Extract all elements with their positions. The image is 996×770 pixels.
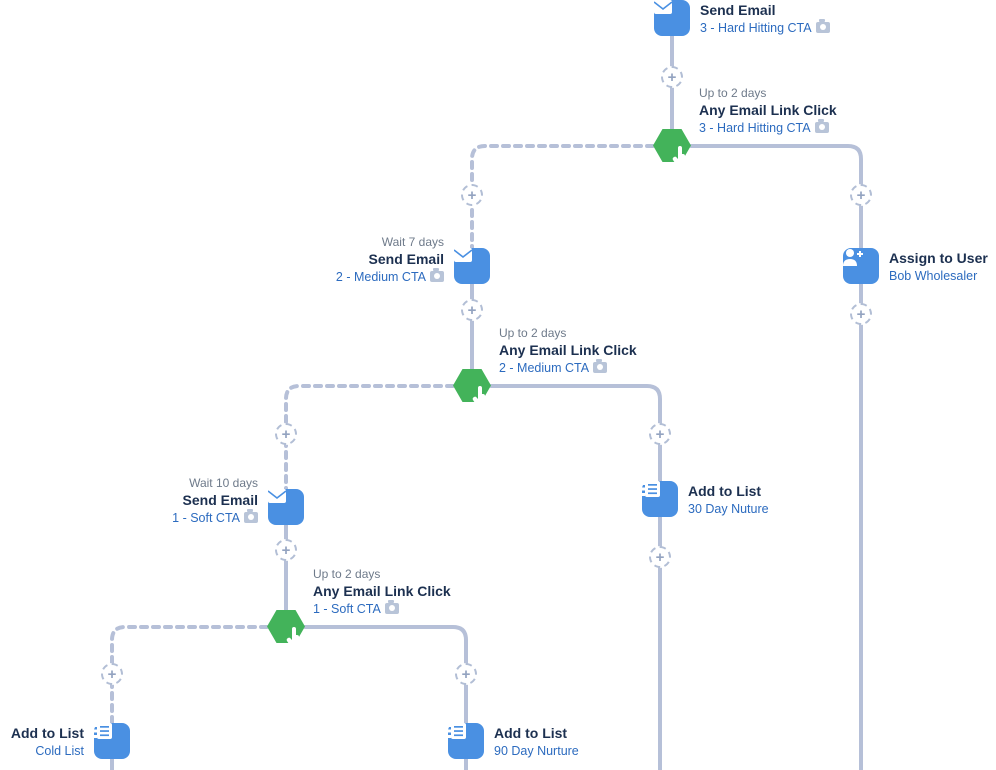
add-step-button[interactable]: + — [649, 546, 671, 568]
workflow-edges — [0, 0, 996, 770]
add-step-button[interactable]: + — [850, 184, 872, 206]
node-subtitle: Bob Wholesaler — [889, 268, 988, 285]
node-subtitle: 3 - Hard Hitting CTA — [699, 120, 837, 137]
add-step-button[interactable]: + — [649, 423, 671, 445]
trigger-label: Up to 2 daysAny Email Link Click2 - Medi… — [499, 325, 637, 377]
add-step-button[interactable]: + — [461, 184, 483, 206]
node-title: Send Email — [336, 250, 444, 269]
trigger-hex[interactable] — [653, 129, 691, 162]
email-node[interactable] — [654, 0, 690, 36]
edge — [691, 146, 861, 248]
add-step-button[interactable]: + — [661, 66, 683, 88]
edge — [112, 627, 267, 723]
add-step-button[interactable]: + — [275, 539, 297, 561]
node-title: Any Email Link Click — [499, 341, 637, 360]
wait-text: Up to 2 days — [313, 566, 451, 582]
user-node[interactable] — [843, 248, 879, 284]
wait-text: Up to 2 days — [699, 85, 837, 101]
node-subtitle: 2 - Medium CTA — [336, 269, 444, 286]
trigger-label: Up to 2 daysAny Email Link Click1 - Soft… — [313, 566, 451, 618]
node-label: Wait 7 daysSend Email2 - Medium CTA — [336, 234, 444, 286]
trigger-label: Up to 2 daysAny Email Link Click3 - Hard… — [699, 85, 837, 137]
wait-text: Wait 10 days — [172, 475, 258, 491]
camera-icon — [815, 122, 829, 133]
add-step-button[interactable]: + — [101, 663, 123, 685]
camera-icon — [816, 22, 830, 33]
node-title: Add to List — [494, 724, 579, 743]
node-subtitle: 3 - Hard Hitting CTA — [700, 20, 830, 37]
trigger-hex[interactable] — [453, 369, 491, 402]
node-label: Add to List90 Day Nurture — [494, 724, 579, 760]
edge — [472, 146, 653, 248]
add-step-button[interactable]: + — [275, 423, 297, 445]
node-title: Send Email — [172, 491, 258, 510]
node-label: Wait 10 daysSend Email1 - Soft CTA — [172, 475, 258, 527]
trigger-hex[interactable] — [267, 610, 305, 643]
node-label: Assign to UserBob Wholesaler — [889, 249, 988, 285]
node-subtitle: 2 - Medium CTA — [499, 360, 637, 377]
edge — [305, 627, 466, 723]
edge — [491, 386, 660, 481]
node-label: Send Email3 - Hard Hitting CTA — [700, 1, 830, 37]
list-node[interactable] — [94, 723, 130, 759]
node-title: Any Email Link Click — [699, 101, 837, 120]
node-title: Add to List — [11, 724, 84, 743]
node-title: Assign to User — [889, 249, 988, 268]
add-step-button[interactable]: + — [455, 663, 477, 685]
camera-icon — [385, 603, 399, 614]
wait-text: Up to 2 days — [499, 325, 637, 341]
edge — [286, 386, 453, 489]
add-step-button[interactable]: + — [461, 299, 483, 321]
node-subtitle: 1 - Soft CTA — [313, 601, 451, 618]
add-step-button[interactable]: + — [850, 303, 872, 325]
wait-text: Wait 7 days — [336, 234, 444, 250]
camera-icon — [244, 512, 258, 523]
node-subtitle: 1 - Soft CTA — [172, 510, 258, 527]
node-subtitle: 90 Day Nurture — [494, 743, 579, 760]
email-node[interactable] — [454, 248, 490, 284]
list-node[interactable] — [448, 723, 484, 759]
camera-icon — [593, 362, 607, 373]
node-title: Any Email Link Click — [313, 582, 451, 601]
node-subtitle: 30 Day Nuture — [688, 501, 769, 518]
email-node[interactable] — [268, 489, 304, 525]
node-title: Send Email — [700, 1, 830, 20]
node-label: Add to ListCold List — [11, 724, 84, 760]
list-node[interactable] — [642, 481, 678, 517]
node-label: Add to List30 Day Nuture — [688, 482, 769, 518]
camera-icon — [430, 271, 444, 282]
node-subtitle: Cold List — [11, 743, 84, 760]
node-title: Add to List — [688, 482, 769, 501]
